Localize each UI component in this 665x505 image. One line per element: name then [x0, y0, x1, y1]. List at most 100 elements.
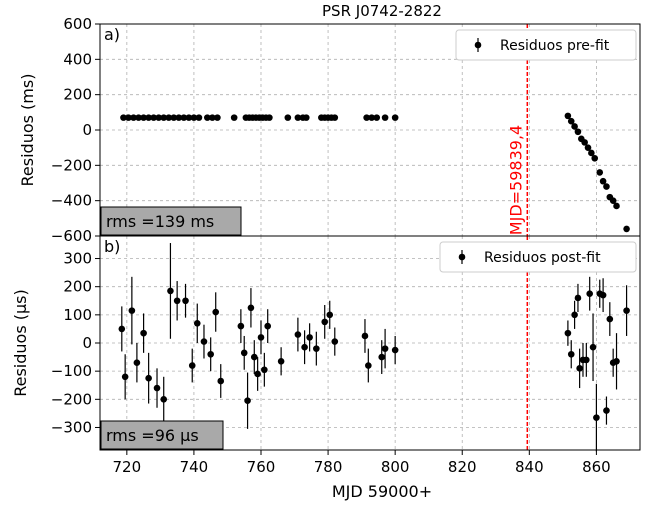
data-point	[571, 123, 578, 130]
data-point	[257, 334, 265, 341]
data-point	[623, 307, 630, 314]
rms-label: rms =96 μs	[106, 426, 199, 445]
data-point	[207, 350, 214, 358]
data-point	[254, 370, 261, 378]
x-tick-label: 720	[113, 458, 142, 476]
data-point	[599, 177, 607, 185]
y-tick-label: 200	[63, 278, 92, 296]
y-tick-label: 300	[63, 250, 92, 268]
data-point	[214, 114, 221, 121]
x-tick-label: 760	[247, 458, 276, 476]
data-point	[121, 373, 129, 381]
x-tick-label: 860	[582, 458, 611, 476]
data-point	[244, 397, 251, 405]
data-point	[240, 349, 248, 357]
data-point	[188, 362, 196, 369]
data-point	[599, 291, 607, 299]
y-tick-label: −200	[51, 156, 92, 174]
data-point	[313, 345, 320, 352]
data-point	[381, 345, 389, 352]
data-point	[284, 114, 292, 121]
data-point	[266, 114, 273, 121]
data-point	[193, 319, 201, 327]
x-tick-label: 820	[448, 458, 477, 476]
rms-box	[100, 420, 224, 450]
data-point	[204, 114, 211, 121]
data-point	[185, 114, 193, 121]
data-point	[574, 128, 582, 136]
data-point	[145, 374, 152, 382]
data-point	[167, 287, 174, 295]
rms-box	[100, 206, 242, 236]
y-tick-label: 0	[82, 334, 92, 352]
data-point	[301, 343, 308, 351]
data-point	[145, 114, 152, 121]
data-point	[603, 183, 610, 190]
data-point	[321, 318, 329, 326]
data-point	[175, 114, 183, 121]
data-point	[170, 114, 178, 121]
vline-label: MJD=59839,4	[506, 125, 525, 235]
data-point	[591, 154, 599, 162]
x-axis-label: MJD 59000+	[332, 482, 432, 501]
data-point	[378, 353, 386, 361]
y-tick-label: −400	[51, 192, 92, 210]
data-point	[381, 114, 389, 121]
data-point	[365, 362, 372, 369]
y-tick-label: −100	[51, 362, 92, 380]
data-point	[574, 294, 582, 302]
data-point	[160, 114, 168, 121]
data-point	[596, 169, 604, 176]
data-point	[120, 114, 127, 121]
y-tick-label: 100	[63, 306, 92, 324]
data-point	[277, 358, 285, 365]
data-point	[623, 225, 630, 233]
x-tick-label: 840	[515, 458, 544, 476]
data-point	[212, 308, 220, 316]
data-point	[261, 366, 268, 374]
panel-b: 300 200 100 0 −100 −200 −300 Residuos (μs) b) Res…	[11, 235, 641, 452]
data-point	[613, 202, 620, 210]
data-point	[613, 358, 620, 365]
y-tick-label: 400	[63, 50, 92, 68]
data-point	[567, 350, 575, 358]
data-point	[567, 117, 575, 125]
data-point	[593, 414, 600, 421]
data-point	[125, 114, 132, 121]
y-tick-label: 0	[82, 121, 92, 139]
data-point	[130, 114, 137, 121]
data-point	[128, 307, 136, 314]
y-axis-label: Residuos (μs)	[11, 289, 30, 397]
data-point	[373, 114, 381, 121]
chart-title: PSR J0742-2822	[322, 2, 442, 20]
data-point	[294, 331, 302, 338]
axes-frame	[99, 235, 641, 451]
y-tick-label: −300	[51, 418, 92, 436]
data-point	[584, 144, 592, 151]
data-point	[155, 114, 162, 121]
data-point	[135, 114, 142, 121]
y-axis-label: Residuos (ms)	[18, 74, 37, 187]
data-point	[564, 329, 572, 337]
data-point	[391, 114, 399, 121]
data-point	[250, 353, 258, 361]
data-point	[331, 114, 339, 121]
panel-tag: a)	[104, 25, 120, 44]
data-point	[586, 290, 593, 298]
data-point	[237, 322, 245, 330]
data-point	[581, 139, 588, 146]
legend-label: Residuos pre-fit	[500, 38, 610, 54]
data-point	[140, 114, 147, 121]
panel-a: 600 400 200 0 −200 −400 −600 Residuos (ms) MJD=5…	[18, 15, 641, 245]
y-tick-label: 200	[63, 86, 92, 104]
data-point	[589, 343, 597, 351]
legend-label: Residuos post-fit	[484, 250, 601, 266]
data-point	[564, 112, 572, 120]
legend-marker	[458, 253, 466, 261]
data-point	[182, 297, 189, 305]
data-point	[190, 114, 198, 121]
data-point	[160, 396, 168, 403]
data-point	[230, 114, 238, 121]
data-point	[609, 197, 617, 204]
data-point	[391, 346, 399, 354]
